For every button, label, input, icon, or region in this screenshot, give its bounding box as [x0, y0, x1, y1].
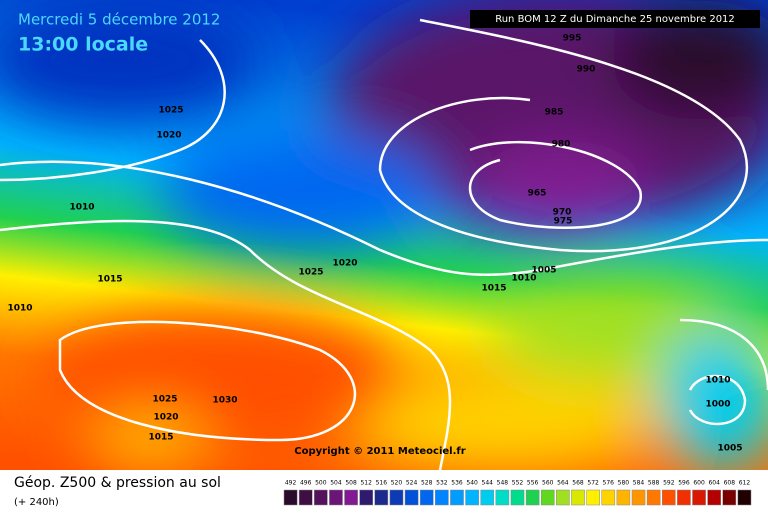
scale-swatch: [631, 489, 646, 506]
isobar-label: 965: [528, 189, 547, 199]
copyright: Copyright © 2011 Meteociel.fr: [294, 446, 465, 457]
isobar-label: 1000: [705, 400, 730, 410]
scale-label: 516: [376, 480, 388, 487]
isobar-label: 990: [577, 65, 596, 75]
scale-swatch: [571, 489, 585, 506]
scale-swatch: [737, 489, 752, 506]
isobar-label: 1010: [7, 304, 32, 314]
scale-swatch: [329, 489, 343, 506]
scale-swatch: [510, 489, 525, 506]
scale-label: 548: [497, 480, 509, 487]
scale-swatch: [404, 489, 419, 506]
scale-label: 568: [572, 480, 584, 487]
scale-label: 588: [648, 480, 660, 487]
scale-label: 604: [708, 480, 720, 487]
scale-label: 544: [482, 480, 494, 487]
scale-label: 524: [406, 480, 418, 487]
scale-label: 592: [663, 480, 675, 487]
scale-label: 600: [693, 480, 705, 487]
isobar-label: 1025: [298, 268, 323, 278]
isobar-label: 985: [545, 108, 564, 118]
scale-swatch: [616, 489, 631, 506]
isobar-label: 980: [552, 140, 571, 150]
scale-swatch: [419, 489, 434, 506]
scale-swatch: [677, 489, 691, 506]
scale-swatch: [495, 489, 510, 506]
scale-swatch: [389, 489, 404, 506]
scale-label: 556: [527, 480, 539, 487]
isobar-label: 1015: [97, 275, 122, 285]
scale-label: 520: [391, 480, 403, 487]
isobar-label: 1010: [69, 203, 94, 213]
scale-swatch: [359, 489, 374, 506]
isobar-label: 1020: [332, 259, 357, 269]
scale-swatch: [601, 489, 616, 506]
scale-swatch: [344, 489, 358, 506]
scale-label: 584: [633, 480, 645, 487]
scale-label: 564: [557, 480, 569, 487]
scale-label: 492: [285, 480, 297, 487]
scale-swatch: [586, 489, 600, 506]
isobar-label: 1025: [158, 106, 183, 116]
scale-swatch: [374, 489, 389, 506]
map-time: 13:00 locale: [18, 34, 148, 56]
scale-swatch: [661, 489, 676, 506]
isobar-label: 1025: [152, 395, 177, 405]
scale-swatch: [314, 489, 328, 506]
map-field: [0, 0, 768, 470]
run-banner: [470, 10, 760, 28]
scale-label: 572: [587, 480, 599, 487]
scale-label: 608: [724, 480, 736, 487]
scale-swatch: [692, 489, 706, 506]
isobar-label: 1005: [717, 444, 742, 454]
scale-label: 500: [315, 480, 327, 487]
scale-swatch: [450, 489, 464, 506]
isobar-label: 975: [554, 217, 573, 227]
footer-lead: (+ 240h): [14, 497, 59, 508]
scale-label: 560: [542, 480, 554, 487]
scale-label: 552: [512, 480, 524, 487]
isobar-label: 1020: [153, 413, 178, 423]
isobar-label: 995: [563, 34, 582, 44]
scale-swatch: [540, 489, 555, 506]
scale-label: 528: [421, 480, 433, 487]
isobar-label: 1020: [156, 131, 181, 141]
scale-swatch: [465, 489, 479, 506]
scale-swatch: [283, 489, 298, 506]
footer-title: Géop. Z500 & pression au sol: [14, 475, 221, 491]
scale-label: 596: [678, 480, 690, 487]
scale-label: 508: [345, 480, 357, 487]
isobar-label: 1015: [481, 284, 506, 294]
isobar-label: 1005: [531, 266, 556, 276]
isobar-label: 1015: [148, 433, 173, 443]
scale-label: 532: [436, 480, 448, 487]
scale-label: 512: [360, 480, 372, 487]
scale-swatch: [707, 489, 721, 506]
scale-label: 612: [739, 480, 751, 487]
scale-swatch: [298, 489, 313, 506]
color-scale: 492 496 500 504 508 512 516 520 524 528 532 536 540 5…: [283, 480, 752, 506]
scale-label: 576: [603, 480, 615, 487]
isobar-label: 1030: [212, 396, 237, 406]
scale-swatch: [480, 489, 495, 506]
scale-swatch: [556, 489, 570, 506]
scale-label: 536: [451, 480, 463, 487]
scale-swatch: [722, 489, 737, 506]
scale-swatch: [525, 489, 540, 506]
scale-label: 504: [330, 480, 342, 487]
map-date: Mercredi 5 décembre 2012: [18, 11, 220, 29]
isobar-label: 970: [553, 208, 572, 218]
scale-label: 580: [618, 480, 630, 487]
isobar-label: 1010: [705, 376, 730, 386]
scale-label: 496: [300, 480, 312, 487]
scale-swatch: [435, 489, 449, 506]
scale-swatch: [646, 489, 661, 506]
scale-label: 540: [466, 480, 478, 487]
isobar-label: 1010: [511, 274, 536, 284]
run-info: Run BOM 12 Z du Dimanche 25 novembre 201…: [495, 14, 735, 25]
